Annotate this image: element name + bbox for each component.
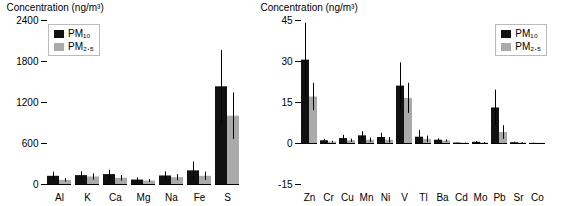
html-text:PM₂.₅: PM₂.₅ <box>515 41 541 52</box>
svg-text:0: 0 <box>287 138 293 149</box>
svg-text:45: 45 <box>281 15 293 26</box>
svg-text:Cu: Cu <box>341 192 354 203</box>
svg-text:Na: Na <box>165 192 178 203</box>
svg-text:15: 15 <box>281 97 293 108</box>
svg-text:Sr: Sr <box>514 192 525 203</box>
svg-text:Al: Al <box>55 192 64 203</box>
svg-text:Mg: Mg <box>137 192 151 203</box>
svg-text:K: K <box>84 192 91 203</box>
svg-text:Cr: Cr <box>323 192 334 203</box>
svg-text:1200: 1200 <box>16 97 39 108</box>
html-text:PM₁₀: PM₁₀ <box>68 28 91 39</box>
svg-text:1800: 1800 <box>16 56 39 67</box>
svg-text:0: 0 <box>33 179 39 190</box>
svg-text:Concentration (ng/m³): Concentration (ng/m³) <box>261 2 358 13</box>
svg-text:30: 30 <box>281 56 293 67</box>
svg-text:Zn: Zn <box>304 192 316 203</box>
html-text:PM₂.₅: PM₂.₅ <box>68 41 94 52</box>
svg-text:Ca: Ca <box>109 192 122 203</box>
svg-text:Mn: Mn <box>360 192 374 203</box>
svg-text:2400: 2400 <box>16 15 39 26</box>
svg-text:Ba: Ba <box>436 192 449 203</box>
svg-text:600: 600 <box>22 138 39 149</box>
svg-text:Pb: Pb <box>493 192 506 203</box>
svg-text:V: V <box>401 192 408 203</box>
svg-text:Cd: Cd <box>455 192 468 203</box>
svg-text:-15: -15 <box>278 179 293 190</box>
svg-text:Fe: Fe <box>194 192 206 203</box>
svg-text:Mo: Mo <box>474 192 488 203</box>
svg-text:Tl: Tl <box>419 192 427 203</box>
svg-text:Ni: Ni <box>381 192 390 203</box>
svg-text:S: S <box>224 192 231 203</box>
svg-text:Co: Co <box>531 192 544 203</box>
svg-text:Concentration (ng/m³): Concentration (ng/m³) <box>7 2 104 13</box>
html-text:PM₁₀: PM₁₀ <box>515 28 538 39</box>
